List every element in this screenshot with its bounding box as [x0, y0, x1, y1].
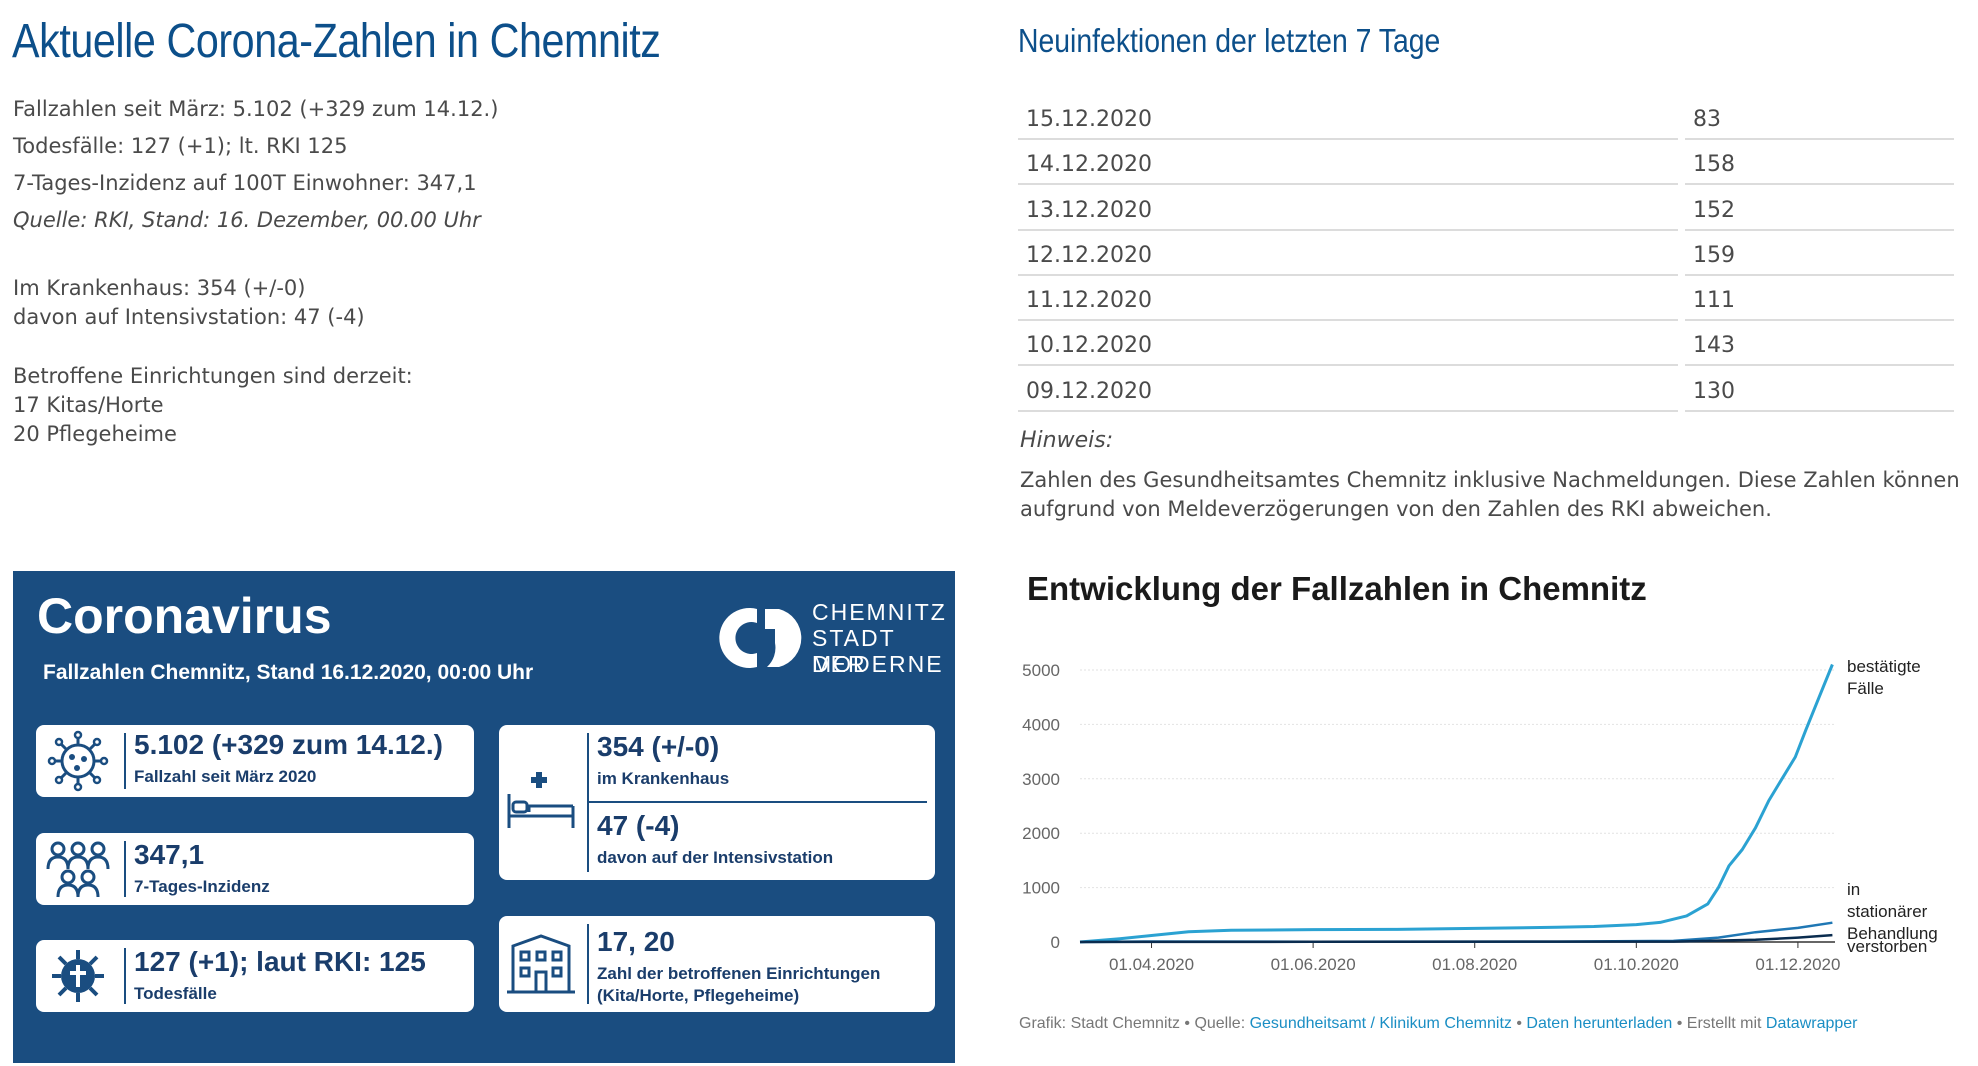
y-tick-label: 2000 [1022, 824, 1060, 843]
facilities-card: 17, 20 Zahl der betroffenen Einrichtunge… [499, 916, 935, 1012]
chart-footer: Grafik: Stadt Chemnitz • Quelle: Gesundh… [1019, 1015, 1858, 1033]
hospital-bed-icon [507, 772, 575, 828]
case-development-chart: 5000 4000 3000 2000 1000 0 01.04.2020 01.06.20… [1022, 657, 1938, 974]
icu-value: 47 (-4) [597, 810, 680, 841]
y-tick-label: 3000 [1022, 770, 1060, 789]
x-tick-label: 01.12.2020 [1755, 955, 1840, 974]
facilities-care-homes: 20 Pflegeheime [13, 422, 177, 446]
row-value: 130 [1685, 370, 1954, 412]
x-tick-label: 01.10.2020 [1594, 955, 1679, 974]
new-infections-table: 15.12.2020 83 14.12.2020 158 13.12.2020 … [1018, 98, 1954, 415]
incidence-label: 7-Tages-Inzidenz [134, 877, 270, 896]
page-title: Aktuelle Corona-Zahlen in Chemnitz [12, 15, 661, 68]
hospital-line: Im Krankenhaus: 354 (+/-0) [13, 276, 306, 300]
x-tick-label: 01.06.2020 [1271, 955, 1356, 974]
incidence-line: 7-Tages-Inzidenz auf 100T Einwohner: 347… [13, 171, 477, 195]
datawrapper-link[interactable]: Datawrapper [1765, 1015, 1858, 1032]
card-divider [124, 733, 126, 789]
infographic-subtitle: Fallzahlen Chemnitz, Stand 16.12.2020, 0… [43, 661, 534, 684]
cases-card: 5.102 (+329 zum 14.12.) Fallzahl seit Mä… [36, 725, 474, 797]
row-value: 83 [1685, 98, 1954, 140]
x-tick-label: 01.08.2020 [1432, 955, 1517, 974]
hospital-label: im Krankenhaus [597, 769, 730, 788]
incidence-card: 347,1 7-Tages-Inzidenz [36, 833, 474, 905]
hint-label: Hinweis: [1020, 428, 1114, 453]
footer-separator: • [1511, 1015, 1527, 1032]
deaths-card: 127 (+1); laut RKI: 125 Todesfälle [36, 940, 474, 1012]
deaths-label: Todesfälle [134, 984, 217, 1003]
facilities-heading: Betroffene Einrichtungen sind derzeit: [13, 364, 413, 388]
download-data-link[interactable]: Daten herunterladen [1526, 1015, 1673, 1032]
chemnitz-logo-icon [719, 608, 802, 668]
footer-separator: • Erstellt mit [1672, 1015, 1766, 1032]
icu-label: davon auf der Intensivstation [597, 848, 834, 867]
source-link[interactable]: Gesundheitsamt / Klinikum Chemnitz [1249, 1015, 1512, 1032]
table-row: 14.12.2020 158 [1018, 143, 1954, 188]
infographic-title: Coronavirus [37, 588, 332, 644]
cross-virus-icon [52, 950, 104, 1002]
row-value: 159 [1685, 234, 1954, 276]
deaths-value: 127 (+1); laut RKI: 125 [134, 946, 426, 977]
row-value: 143 [1685, 324, 1954, 367]
y-tick-label: 0 [1051, 933, 1060, 952]
legend-label: Behandlung [1847, 924, 1938, 943]
row-date: 15.12.2020 [1018, 98, 1678, 140]
row-date: 14.12.2020 [1018, 143, 1678, 186]
hospital-card: 354 (+/-0) im Krankenhaus 47 (-4) davon … [499, 725, 935, 880]
y-tick-label: 1000 [1022, 879, 1060, 898]
y-tick-label: 5000 [1022, 661, 1060, 680]
facilities-value: 17, 20 [597, 926, 675, 957]
row-date: 12.12.2020 [1018, 234, 1678, 276]
row-date: 10.12.2020 [1018, 324, 1678, 367]
table-row: 15.12.2020 83 [1018, 98, 1954, 143]
card-divider [124, 841, 126, 897]
cases-label: Fallzahl seit März 2020 [134, 767, 317, 786]
card-divider [587, 924, 589, 1004]
virus-icon [47, 730, 109, 792]
hint-text: Zahlen des Gesundheitsamtes Chemnitz ink… [1020, 468, 1960, 521]
icu-line: davon auf Intensivstation: 47 (-4) [13, 305, 365, 329]
table-row: 11.12.2020 111 [1018, 279, 1954, 324]
incidence-value: 347,1 [134, 839, 205, 870]
chart-title: Entwicklung der Fallzahlen in Chemnitz [1027, 570, 1647, 607]
facilities-label: Zahl der betroffenen Einrichtungen [597, 964, 881, 983]
legend-label: bestätigte [1847, 657, 1921, 676]
series-line-3 [1079, 933, 1833, 944]
card-divider [587, 801, 927, 803]
x-tick-label: 01.04.2020 [1109, 955, 1194, 974]
table-row: 13.12.2020 152 [1018, 189, 1954, 234]
series-line-1 [1079, 663, 1834, 944]
table-row: 12.12.2020 159 [1018, 234, 1954, 279]
logo-text-line: CHEMNITZ [812, 599, 947, 625]
table-title: Neuinfektionen der letzten 7 Tage [1018, 22, 1441, 59]
legend-label: in [1847, 880, 1860, 899]
row-date: 13.12.2020 [1018, 189, 1678, 231]
row-value: 152 [1685, 189, 1954, 231]
facilities-label: (Kita/Horte, Pflegeheime) [597, 986, 800, 1005]
footer-prefix: Grafik: Stadt Chemnitz • Quelle: [1019, 1015, 1250, 1032]
row-date: 09.12.2020 [1018, 370, 1678, 412]
deaths-line: Todesfälle: 127 (+1); lt. RKI 125 [13, 134, 348, 158]
row-value: 158 [1685, 143, 1954, 186]
table-row: 10.12.2020 143 [1018, 324, 1954, 369]
logo-text-line: STADT DER [812, 625, 896, 677]
source-line: Quelle: RKI, Stand: 16. Dezember, 00.00 … [13, 208, 481, 232]
cases-value: 5.102 (+329 zum 14.12.) [134, 729, 443, 760]
table-row: 09.12.2020 130 [1018, 370, 1954, 415]
legend-label: verstorben [1847, 937, 1927, 956]
card-divider [124, 948, 126, 1004]
hospital-value: 354 (+/-0) [597, 731, 720, 762]
row-value: 111 [1685, 279, 1954, 322]
legend-label: Fälle [1847, 679, 1884, 698]
logo-text-line: MODERNE [812, 651, 944, 677]
building-icon [507, 934, 575, 994]
coronavirus-infographic: Coronavirus Fallzahlen Chemnitz, Stand 1… [13, 571, 955, 1063]
row-date: 11.12.2020 [1018, 279, 1678, 322]
people-icon [46, 841, 110, 898]
cases-line: Fallzahlen seit März: 5.102 (+329 zum 14… [13, 97, 499, 121]
facilities-kitas: 17 Kitas/Horte [13, 393, 164, 417]
y-tick-label: 4000 [1022, 715, 1060, 734]
legend-label: stationärer [1847, 902, 1928, 921]
